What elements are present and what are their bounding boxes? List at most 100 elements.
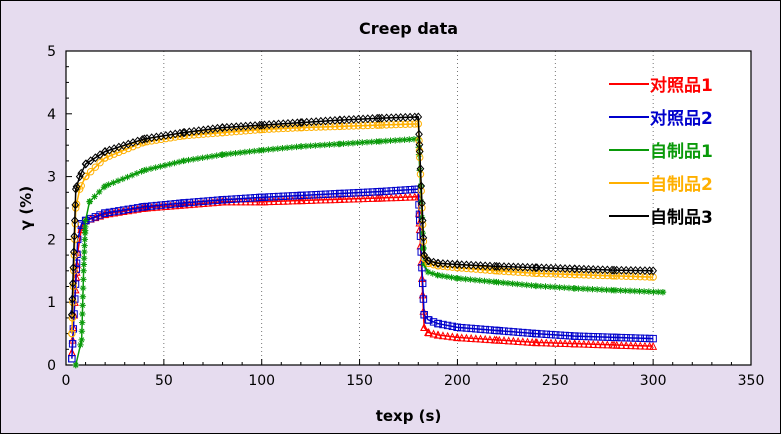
data-point [467,276,474,283]
data-point [317,190,325,199]
data-point [124,205,132,214]
data-point [124,173,131,181]
data-point [312,142,319,149]
data-point [119,146,128,155]
data-point [462,333,471,342]
data-point [307,142,314,150]
data-point [472,325,480,333]
data-point [603,333,612,341]
data-point [260,193,269,201]
data-point [69,247,78,257]
data-point [68,294,77,304]
data-point [406,192,415,201]
data-point [321,190,330,198]
data-point [418,279,427,288]
data-point [246,148,253,155]
data-point [373,193,382,202]
data-point [180,157,188,165]
data-point [531,263,540,273]
data-point [434,330,443,339]
data-point [69,263,78,273]
data-point [335,140,343,148]
data-point [575,271,583,279]
data-point [166,160,173,168]
data-point [213,152,220,159]
data-point [185,156,192,164]
data-point [288,196,297,205]
data-point [528,282,535,289]
data-point [542,269,550,278]
data-point [593,286,601,293]
data-point [128,171,136,179]
data-point [363,193,372,203]
data-point [283,196,292,205]
data-point [190,198,198,206]
data-point [410,112,419,122]
data-point [72,182,81,192]
data-point [631,334,640,342]
legend-label: 自制品3 [650,207,713,228]
data-point [349,139,357,147]
x-tick-label: 300 [640,373,667,389]
data-point [598,340,607,349]
data-point [589,286,596,293]
data-point [68,340,77,348]
data-point [537,330,546,338]
data-point [537,338,546,347]
data-point [375,113,384,123]
data-point [579,285,587,292]
data-point [119,175,126,183]
data-point [274,196,283,205]
data-point [209,196,217,205]
data-point [528,329,536,338]
data-point [251,126,259,134]
data-point [70,216,79,226]
data-point [171,200,179,208]
data-point [610,265,618,275]
data-point [213,196,222,204]
data-point [419,295,428,303]
data-point [401,192,410,201]
data-point [401,136,408,143]
data-point [471,334,480,343]
data-point [330,141,338,148]
data-point [439,259,447,269]
data-point [443,321,452,330]
data-point [438,272,446,280]
data-point [274,192,283,201]
data-point [91,153,100,163]
data-point [495,335,504,344]
y-tick-label: 1 [47,295,56,311]
data-point [523,281,530,289]
data-point [293,143,300,151]
data-point [227,128,236,136]
data-point [434,271,441,279]
data-point [514,328,522,336]
data-point [138,203,147,211]
data-point [453,332,462,342]
data-point [387,193,396,202]
data-point [68,329,76,338]
data-point [312,123,320,131]
y-tick-label: 2 [47,232,56,248]
data-point [396,136,404,144]
data-point [330,195,339,204]
data-point [636,288,643,295]
data-point [462,324,471,332]
data-point [546,283,554,291]
data-point [631,272,640,281]
data-point [194,155,202,162]
data-point [80,267,87,274]
data-point [519,328,527,337]
data-point [622,287,629,294]
data-point [481,277,488,285]
data-point [298,196,307,205]
data-point [119,206,128,214]
data-point [77,168,86,178]
data-point [575,339,584,348]
data-point [68,355,76,363]
y-axis-label: γ (%) [17,186,35,230]
data-point [162,200,170,209]
data-point [237,194,245,203]
